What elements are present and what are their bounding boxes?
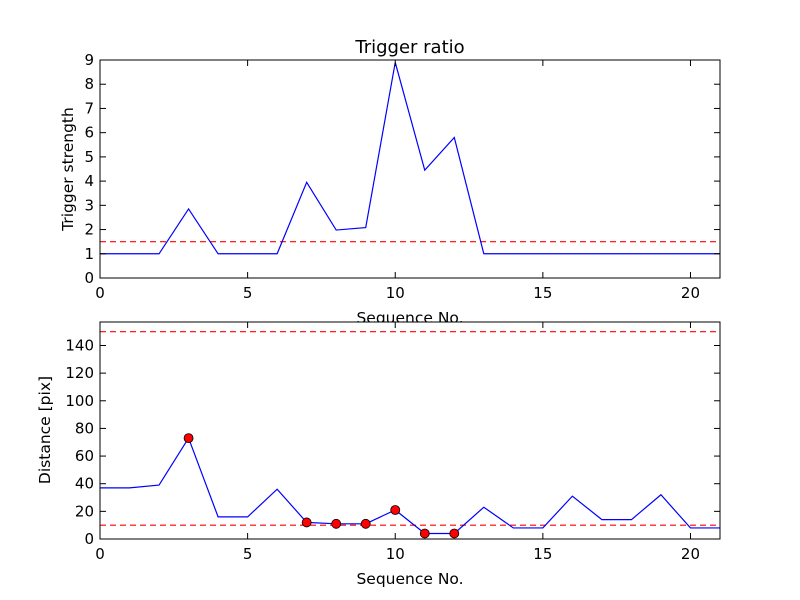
x-tick-label: 5 (243, 284, 253, 302)
y-tick-label: 80 (75, 419, 94, 437)
y-tick-label: 20 (75, 502, 94, 520)
y-tick-label: 0 (84, 530, 94, 548)
data-point-marker (449, 528, 460, 539)
y-tick-label: 2 (84, 221, 94, 239)
y-tick-label: 40 (75, 475, 94, 493)
data-point-marker (419, 528, 430, 539)
y-tick-label: 3 (84, 196, 94, 214)
data-point-marker (390, 505, 401, 515)
y-tick-label: 120 (65, 364, 94, 382)
x-tick-label: 0 (95, 284, 105, 302)
data-point-marker (331, 518, 342, 529)
y-tick-label: 6 (84, 124, 94, 142)
x-tick-label: 10 (386, 545, 405, 563)
x-tick-label: 20 (681, 284, 700, 302)
y-tick-label: 0 (84, 269, 94, 287)
x-tick-label: 5 (243, 545, 253, 563)
x-tick-label: 0 (95, 545, 105, 563)
x-axis-label: Sequence No. (356, 570, 463, 588)
y-tick-label: 7 (84, 99, 94, 117)
y-tick-label: 140 (65, 336, 94, 354)
x-tick-label: 15 (533, 545, 552, 563)
x-tick-label: 15 (533, 284, 552, 302)
data-point-marker (183, 433, 194, 444)
y-axis-label: Distance [pix] (36, 376, 54, 484)
x-tick-label: 20 (681, 545, 700, 563)
y-tick-label: 8 (84, 75, 94, 93)
data-point-marker (360, 518, 371, 529)
y-tick-label: 9 (84, 51, 94, 69)
y-tick-label: 1 (84, 245, 94, 263)
chart-title: Trigger ratio (354, 37, 464, 58)
plot-frame (99, 59, 721, 279)
series-line (100, 436, 720, 535)
y-tick-label: 60 (75, 447, 94, 465)
y-tick-label: 4 (84, 172, 94, 190)
data-point-marker (301, 517, 312, 528)
y-tick-label: 100 (65, 392, 94, 410)
plot-frame (99, 321, 721, 540)
y-tick-label: 5 (84, 148, 94, 166)
x-tick-label: 10 (386, 284, 405, 302)
plot-background (100, 322, 720, 539)
series-line (100, 62, 720, 255)
y-axis-label: Trigger strength (59, 107, 77, 232)
